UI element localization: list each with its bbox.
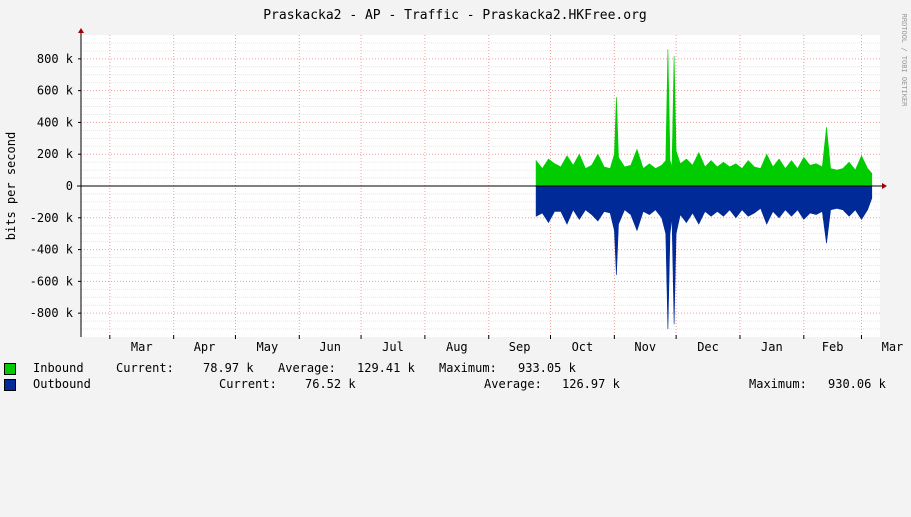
x-tick-label: Sep: [509, 340, 531, 354]
legend-inbound: Inbound Current: 78.97 k Average: 129.41…: [0, 361, 576, 375]
y-axis-arrow: [78, 28, 84, 33]
inbound-maximum-value: 933.05 k: [518, 361, 576, 375]
y-tick-label: 800 k: [37, 52, 74, 66]
legend-outbound: Outbound Current: 76.52 k Average: 126.9…: [0, 377, 886, 391]
y-axis-label: bits per second: [4, 132, 18, 240]
y-tick-label: -800 k: [30, 306, 74, 320]
inbound-swatch: [4, 363, 16, 375]
series-area-inbound: [535, 49, 873, 187]
x-tick-label: Feb: [822, 340, 844, 354]
series-area-outbound: [535, 185, 873, 330]
outbound-current-value: 76.52 k: [305, 377, 356, 391]
inbound-average-label: Average:: [278, 361, 336, 375]
x-tick-label: Mar: [882, 340, 904, 354]
y-tick-label: 0: [66, 179, 73, 193]
inbound-current-value: 78.97 k: [203, 361, 254, 375]
chart-title: Praskacka2 - AP - Traffic - Praskacka2.H…: [263, 8, 647, 23]
outbound-maximum-value: 930.06 k: [828, 377, 886, 391]
x-tick-label: Oct: [572, 340, 594, 354]
x-tick-label: Nov: [634, 340, 656, 354]
outbound-average-value: 126.97 k: [562, 377, 620, 391]
outbound-average-label: Average:: [484, 377, 542, 391]
x-axis-arrow: [882, 183, 887, 189]
inbound-label: Inbound: [33, 361, 84, 375]
y-tick-label: 200 k: [37, 147, 74, 161]
y-tick-label: 600 k: [37, 84, 74, 98]
series-layer: [535, 49, 873, 330]
chart-frame: Praskacka2 - AP - Traffic - Praskacka2.H…: [0, 8, 908, 391]
inbound-current-label: Current:: [116, 361, 174, 375]
inbound-average-value: 129.41 k: [357, 361, 415, 375]
inbound-maximum-label: Maximum:: [439, 361, 497, 375]
x-tick-label: May: [257, 340, 279, 354]
watermark: RRDTOOL / TOBI OETIKER: [900, 14, 908, 108]
outbound-label: Outbound: [33, 377, 91, 391]
traffic-chart: Praskacka2 - AP - Traffic - Praskacka2.H…: [4, 8, 908, 354]
x-tick-label: Mar: [131, 340, 153, 354]
x-tick-label: Jul: [382, 340, 404, 354]
y-tick-label: -600 k: [30, 274, 74, 288]
x-tick-label: Jun: [319, 340, 341, 354]
y-tick-label: -400 k: [30, 243, 74, 257]
outbound-maximum-label: Maximum:: [749, 377, 807, 391]
outbound-swatch: [4, 379, 16, 391]
y-tick-label: -200 k: [30, 211, 74, 225]
x-tick-label: Apr: [194, 340, 216, 354]
x-tick-label: Aug: [446, 340, 468, 354]
x-tick-label: Dec: [697, 340, 719, 354]
x-tick-label: Jan: [761, 340, 783, 354]
outbound-current-label: Current:: [219, 377, 277, 391]
y-tick-label: 400 k: [37, 115, 74, 129]
axes: 800 k 600 k 400 k 200 k 0 -200 k -400 k -600 k -…: [30, 28, 904, 354]
